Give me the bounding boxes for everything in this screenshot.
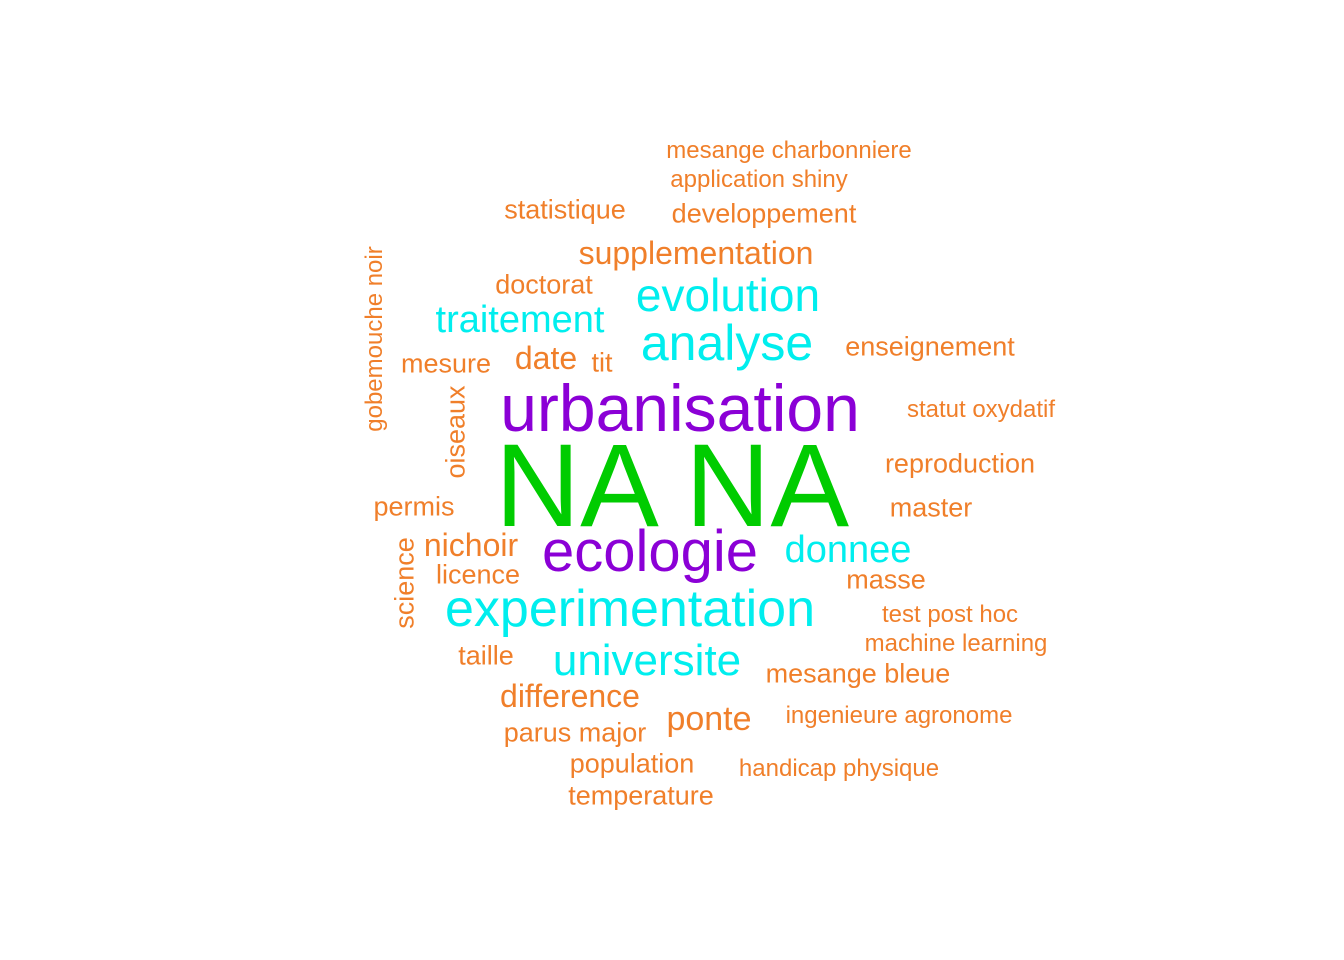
word-supplementation: supplementation <box>578 235 814 271</box>
word-statistique: statistique <box>504 194 626 225</box>
word-oiseaux: oiseaux <box>440 385 471 479</box>
word-analyse: analyse <box>640 315 814 371</box>
word-enseignement: enseignement <box>845 331 1015 362</box>
word-masse: masse <box>846 564 926 595</box>
word-test-post-hoc: test post hoc <box>881 601 1019 628</box>
word-mesange-bleue: mesange bleue <box>765 658 951 689</box>
word-mesure: mesure <box>400 348 492 379</box>
word-statut-oxydatif: statut oxydatif <box>906 396 1056 423</box>
word-reproduction: reproduction <box>884 448 1036 479</box>
word-parus-major: parus major <box>503 717 647 748</box>
word-experimentation: experimentation <box>445 580 815 638</box>
word-tit: tit <box>591 347 613 378</box>
word-na: NA NA <box>494 420 850 552</box>
word-taille: taille <box>458 640 514 671</box>
word-machine-learning: machine learning <box>864 630 1048 657</box>
word-master: master <box>889 492 973 523</box>
word-licence: licence <box>435 559 521 590</box>
word-evolution: evolution <box>635 269 821 321</box>
word-difference: difference <box>500 678 640 714</box>
word-gobemouche-noir: gobemouche noir <box>361 246 388 432</box>
word-donnee: donnee <box>784 529 912 571</box>
word-permis: permis <box>373 491 455 522</box>
word-application-shiny: application shiny <box>670 166 848 193</box>
word-doctorat: doctorat <box>495 269 593 300</box>
word-date: date <box>514 340 578 376</box>
word-temperature: temperature <box>568 780 714 811</box>
word-developpement: developpement <box>671 198 857 229</box>
word-urbanisation: urbanisation <box>500 371 860 445</box>
word-ponte: ponte <box>666 700 752 738</box>
word-universite: universite <box>552 636 742 685</box>
word-science: science <box>389 537 420 629</box>
word-ecologie: ecologie <box>541 519 759 584</box>
word-ingenieure-agronome: ingenieure agronome <box>785 702 1013 729</box>
word-handicap-physique: handicap physique <box>738 755 940 782</box>
word-population: population <box>569 748 695 779</box>
word-nichoir: nichoir <box>423 527 519 563</box>
word-mesange-charbonniere: mesange charbonniere <box>666 137 912 164</box>
word-traitement: traitement <box>435 299 605 341</box>
